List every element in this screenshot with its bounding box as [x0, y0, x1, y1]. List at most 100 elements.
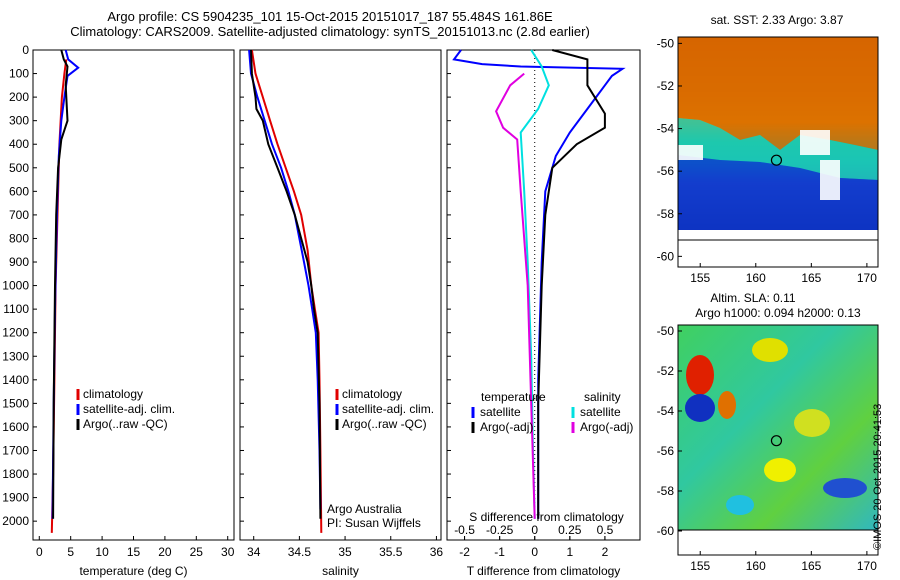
sst-cloud-mask	[820, 160, 840, 200]
y-tick-label: 1300	[2, 349, 29, 363]
legend-label: climatology	[83, 387, 143, 401]
y-tick-label: 1000	[2, 279, 29, 293]
map-y-tick-label: -54	[657, 122, 675, 136]
sla-anomaly-blob	[685, 394, 715, 422]
map-y-tick-label: -50	[657, 36, 675, 50]
x2-tick-label: 0.5	[597, 523, 614, 537]
map-y-tick-label: -58	[657, 484, 675, 498]
map-x-tick-label: 170	[857, 271, 877, 285]
legend-label: Argo(..raw -QC)	[83, 417, 168, 431]
y-tick-label: 2000	[2, 514, 29, 528]
y-tick-label: 100	[9, 67, 29, 81]
sst-map	[677, 36, 879, 268]
sst-map-axes-box	[677, 36, 879, 268]
series-line-argo--adj-	[494, 72, 536, 519]
y-tick-label: 1800	[2, 467, 29, 481]
sla-map	[677, 324, 879, 556]
map-y-tick-label: -54	[657, 404, 675, 418]
y-tick-label: 1600	[2, 420, 29, 434]
difference-panel-frame	[446, 49, 641, 541]
map-y-tick-label: -56	[657, 164, 675, 178]
y-tick-label: 1100	[3, 302, 29, 316]
x2-tick-label: -0.25	[486, 523, 514, 537]
x-tick-label: 0	[36, 545, 43, 559]
sst-cloud-mask	[678, 145, 703, 160]
y-tick-label: 1700	[2, 443, 29, 457]
y-tick-label: 1200	[2, 326, 29, 340]
temperature-panel-frame	[32, 49, 235, 541]
argo-location-marker	[770, 154, 783, 166]
sla-anomaly-blob	[764, 458, 796, 482]
legend-title: salinity	[584, 390, 621, 404]
legend-label: Argo(..raw -QC)	[342, 417, 427, 431]
map-x-tick-label: 155	[690, 271, 710, 285]
map-y-tick-label: -52	[657, 364, 675, 378]
x-tick-label: 0	[531, 545, 538, 559]
x-tick-label: 35.5	[379, 545, 403, 559]
sla-anomaly-blob	[718, 391, 736, 419]
x-tick-label: 15	[127, 545, 141, 559]
chart-subtitle: Climatology: CARS2009. Satellite-adjuste…	[70, 24, 590, 39]
x2-axis-label: S difference from climatology	[469, 510, 624, 524]
legend-label: climatology	[342, 387, 402, 401]
chart-title: Argo profile: CS 5904235_101 15-Oct-2015…	[107, 9, 553, 24]
x-axis-label: temperature (deg C)	[79, 564, 187, 578]
series-line-satellite	[452, 49, 626, 519]
map-y-tick-label: -56	[657, 444, 675, 458]
map-y-tick-label: -60	[657, 524, 675, 538]
x-tick-label: 10	[95, 545, 109, 559]
map-x-tick-label: 165	[801, 559, 821, 573]
x-tick-label: 5	[67, 545, 74, 559]
x-axis-label: salinity	[322, 564, 359, 578]
y-tick-label: 800	[9, 231, 29, 245]
x-tick-label: 34	[247, 545, 261, 559]
sst-cloud-mask	[800, 130, 830, 155]
legend-label: Argo(-adj)	[480, 420, 533, 434]
x2-tick-label: -0.5	[454, 523, 475, 537]
map-x-tick-label: 160	[746, 559, 766, 573]
legend-label: Argo(-adj)	[580, 420, 633, 434]
y-tick-label: 400	[9, 137, 29, 151]
y-tick-label: 900	[9, 255, 29, 269]
x2-tick-label: 0	[531, 523, 538, 537]
map-x-tick-label: 170	[857, 559, 877, 573]
y-tick-label: 300	[9, 114, 29, 128]
y-tick-label: 200	[9, 90, 29, 104]
y-tick-label: 1900	[2, 491, 29, 505]
series-line-argo--adj-	[537, 49, 606, 519]
sla-anomaly-blob	[752, 338, 788, 362]
annotation-text: Argo Australia	[327, 502, 402, 516]
x-tick-label: 1	[566, 545, 573, 559]
legend-title: temperature	[481, 390, 546, 404]
sla-map-title-line2: Argo h1000: 0.094 h2000: 0.13	[695, 306, 861, 320]
y-tick-label: 600	[9, 184, 29, 198]
map-x-tick-label: 160	[746, 271, 766, 285]
y-tick-label: 500	[9, 161, 29, 175]
x-axis-label: T difference from climatology	[467, 564, 621, 578]
x-tick-label: 30	[221, 545, 235, 559]
legend-label: satellite	[480, 405, 521, 419]
y-tick-label: 1500	[2, 396, 29, 410]
map-x-tick-label: 165	[801, 271, 821, 285]
series-line-argo---raw--qc-	[52, 49, 69, 519]
sla-anomaly-blob	[823, 478, 867, 498]
map-y-tick-label: -52	[657, 79, 675, 93]
legend-label: satellite	[580, 405, 621, 419]
sst-warm-region	[678, 37, 878, 150]
x-tick-label: 36	[430, 545, 444, 559]
sla-anomaly-blob	[726, 495, 754, 515]
map-y-tick-label: -50	[657, 324, 675, 338]
sst-cloud-mask	[678, 230, 878, 240]
map-y-tick-label: -60	[657, 249, 675, 263]
y-tick-label: 0	[22, 43, 29, 57]
x-tick-label: -2	[459, 545, 470, 559]
map-x-tick-label: 155	[690, 559, 710, 573]
sla-anomaly-blob	[686, 355, 714, 395]
x-tick-label: 34.5	[288, 545, 312, 559]
sla-map-axes-box	[677, 324, 879, 556]
argo-location-marker	[770, 435, 783, 447]
x-tick-label: 20	[158, 545, 172, 559]
x-tick-label: 25	[190, 545, 204, 559]
x-tick-label: -1	[494, 545, 505, 559]
